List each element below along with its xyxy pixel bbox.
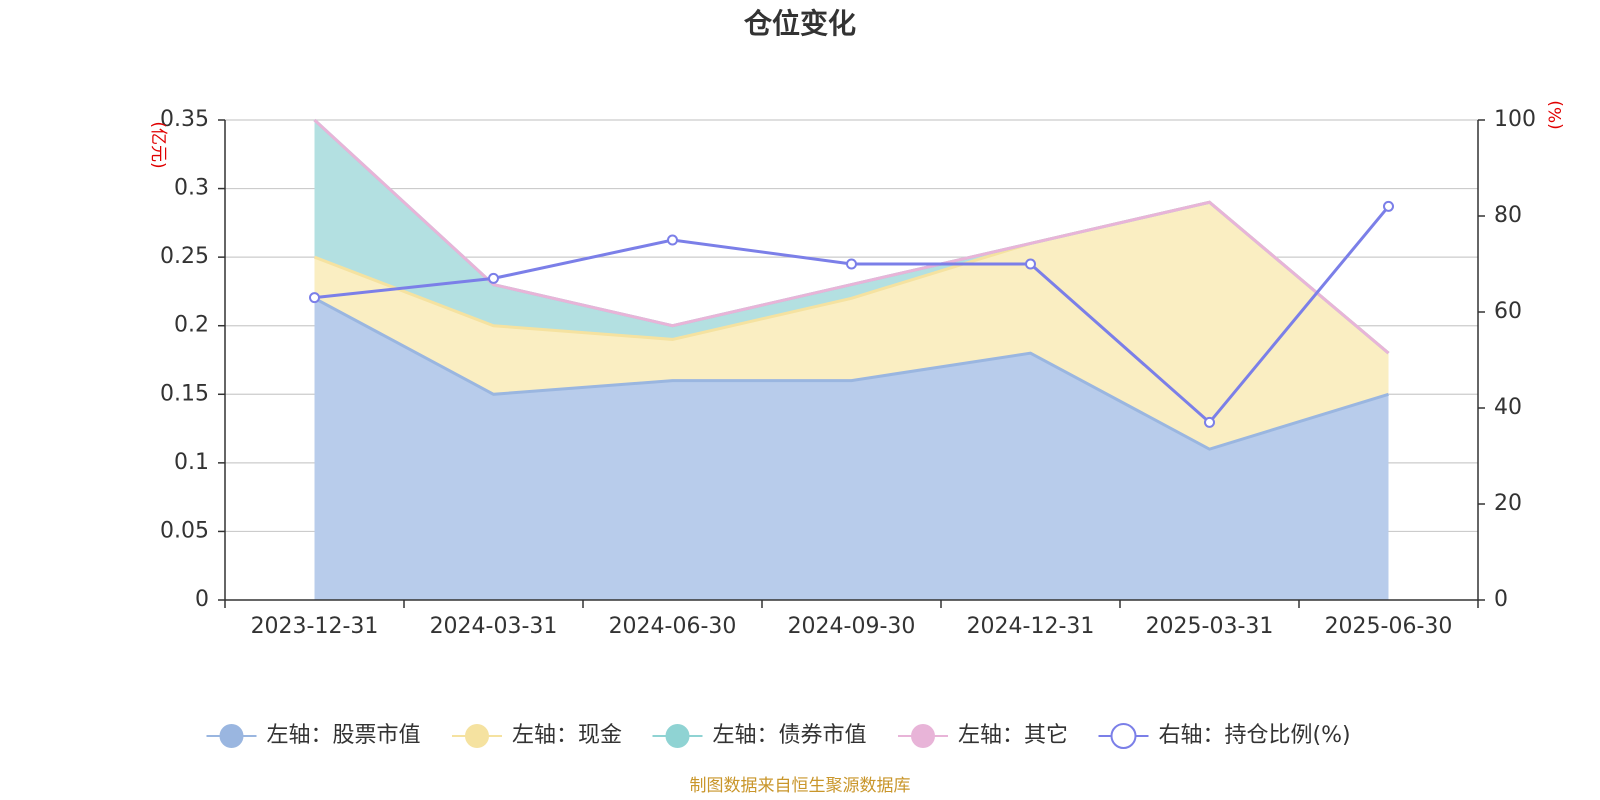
x-tick-label: 2024-06-30 <box>609 614 737 639</box>
right-axis-ticks: 0 20 40 60 80 100 <box>1478 107 1536 612</box>
left-tick-label: 0.15 <box>160 381 209 406</box>
area-edge-series-3 <box>313 118 1390 355</box>
left-tick-label: 0.3 <box>174 176 209 201</box>
chart-title: 仓位变化 <box>744 7 856 40</box>
x-axis-ticks: 2023-12-31 2024-03-31 2024-06-30 2024-09-30… <box>224 600 1479 639</box>
right-tick-label: 60 <box>1494 299 1522 324</box>
right-tick-label: 100 <box>1494 107 1536 132</box>
legend-label: 左轴：现金 <box>512 723 622 748</box>
x-tick-label: 2023-12-31 <box>251 614 379 639</box>
area-series-0 <box>314 298 1389 600</box>
left-tick-label: 0.05 <box>160 518 209 543</box>
legend-item-2: 左轴：债券市值 <box>652 723 867 748</box>
left-tick-label: 0.2 <box>174 313 209 338</box>
left-axis-unit: (亿元) <box>148 121 168 168</box>
area-edge-series-0 <box>313 296 1389 451</box>
left-tick-label: 0.25 <box>160 244 209 269</box>
right-tick-label: 80 <box>1494 203 1522 228</box>
legend-item-3: 左轴：其它 <box>898 723 1068 748</box>
legend-label: 左轴：股票市值 <box>267 723 421 748</box>
left-tick-label: 0.35 <box>160 107 209 132</box>
x-tick-label: 2025-03-31 <box>1146 614 1274 639</box>
legend-marker-icon <box>465 724 489 748</box>
legend-label: 右轴：持仓比例(%) <box>1159 723 1351 748</box>
legend-item-4: 右轴：持仓比例(%) <box>1098 723 1351 749</box>
axes <box>224 120 1479 601</box>
legend-item-0: 左轴：股票市值 <box>206 723 421 748</box>
x-tick-label: 2024-12-31 <box>967 614 1095 639</box>
ratio-point <box>488 272 499 284</box>
legend-marker-icon <box>665 724 690 748</box>
ratio-point <box>1383 200 1394 212</box>
right-axis-unit: (%) <box>1546 100 1566 129</box>
series-lines <box>309 118 1394 451</box>
right-tick-label: 20 <box>1494 491 1522 516</box>
ratio-point <box>309 292 320 304</box>
left-tick-label: 0 <box>195 587 209 612</box>
left-tick-label: 0.1 <box>174 450 209 475</box>
x-tick-label: 2024-09-30 <box>788 614 916 639</box>
legend-label: 左轴：债券市值 <box>713 723 867 748</box>
ratio-point <box>1204 416 1215 428</box>
legend-item-1: 左轴：现金 <box>452 723 622 748</box>
ratio-point <box>846 258 857 270</box>
legend-label: 左轴：其它 <box>958 723 1068 748</box>
ratio-point <box>1025 258 1036 270</box>
right-tick-label: 40 <box>1494 395 1522 420</box>
ratio-point <box>667 234 678 246</box>
legend-marker-icon <box>911 724 935 748</box>
legend-marker-icon <box>219 724 244 748</box>
legend: 左轴：股票市值 左轴：现金 左轴：债券市值 左轴：其它 右轴：持仓比例(%) <box>206 723 1351 749</box>
legend-marker-icon <box>1110 723 1137 749</box>
left-axis-ticks: 0 0.05 0.1 0.15 0.2 0.25 0.3 0.35 <box>160 107 225 612</box>
right-tick-label: 0 <box>1494 587 1508 612</box>
stacked-areas <box>314 120 1389 600</box>
source-note: 制图数据来自恒生聚源数据库 <box>690 776 911 796</box>
x-tick-label: 2024-03-31 <box>430 614 558 639</box>
x-tick-label: 2025-06-30 <box>1325 614 1453 639</box>
